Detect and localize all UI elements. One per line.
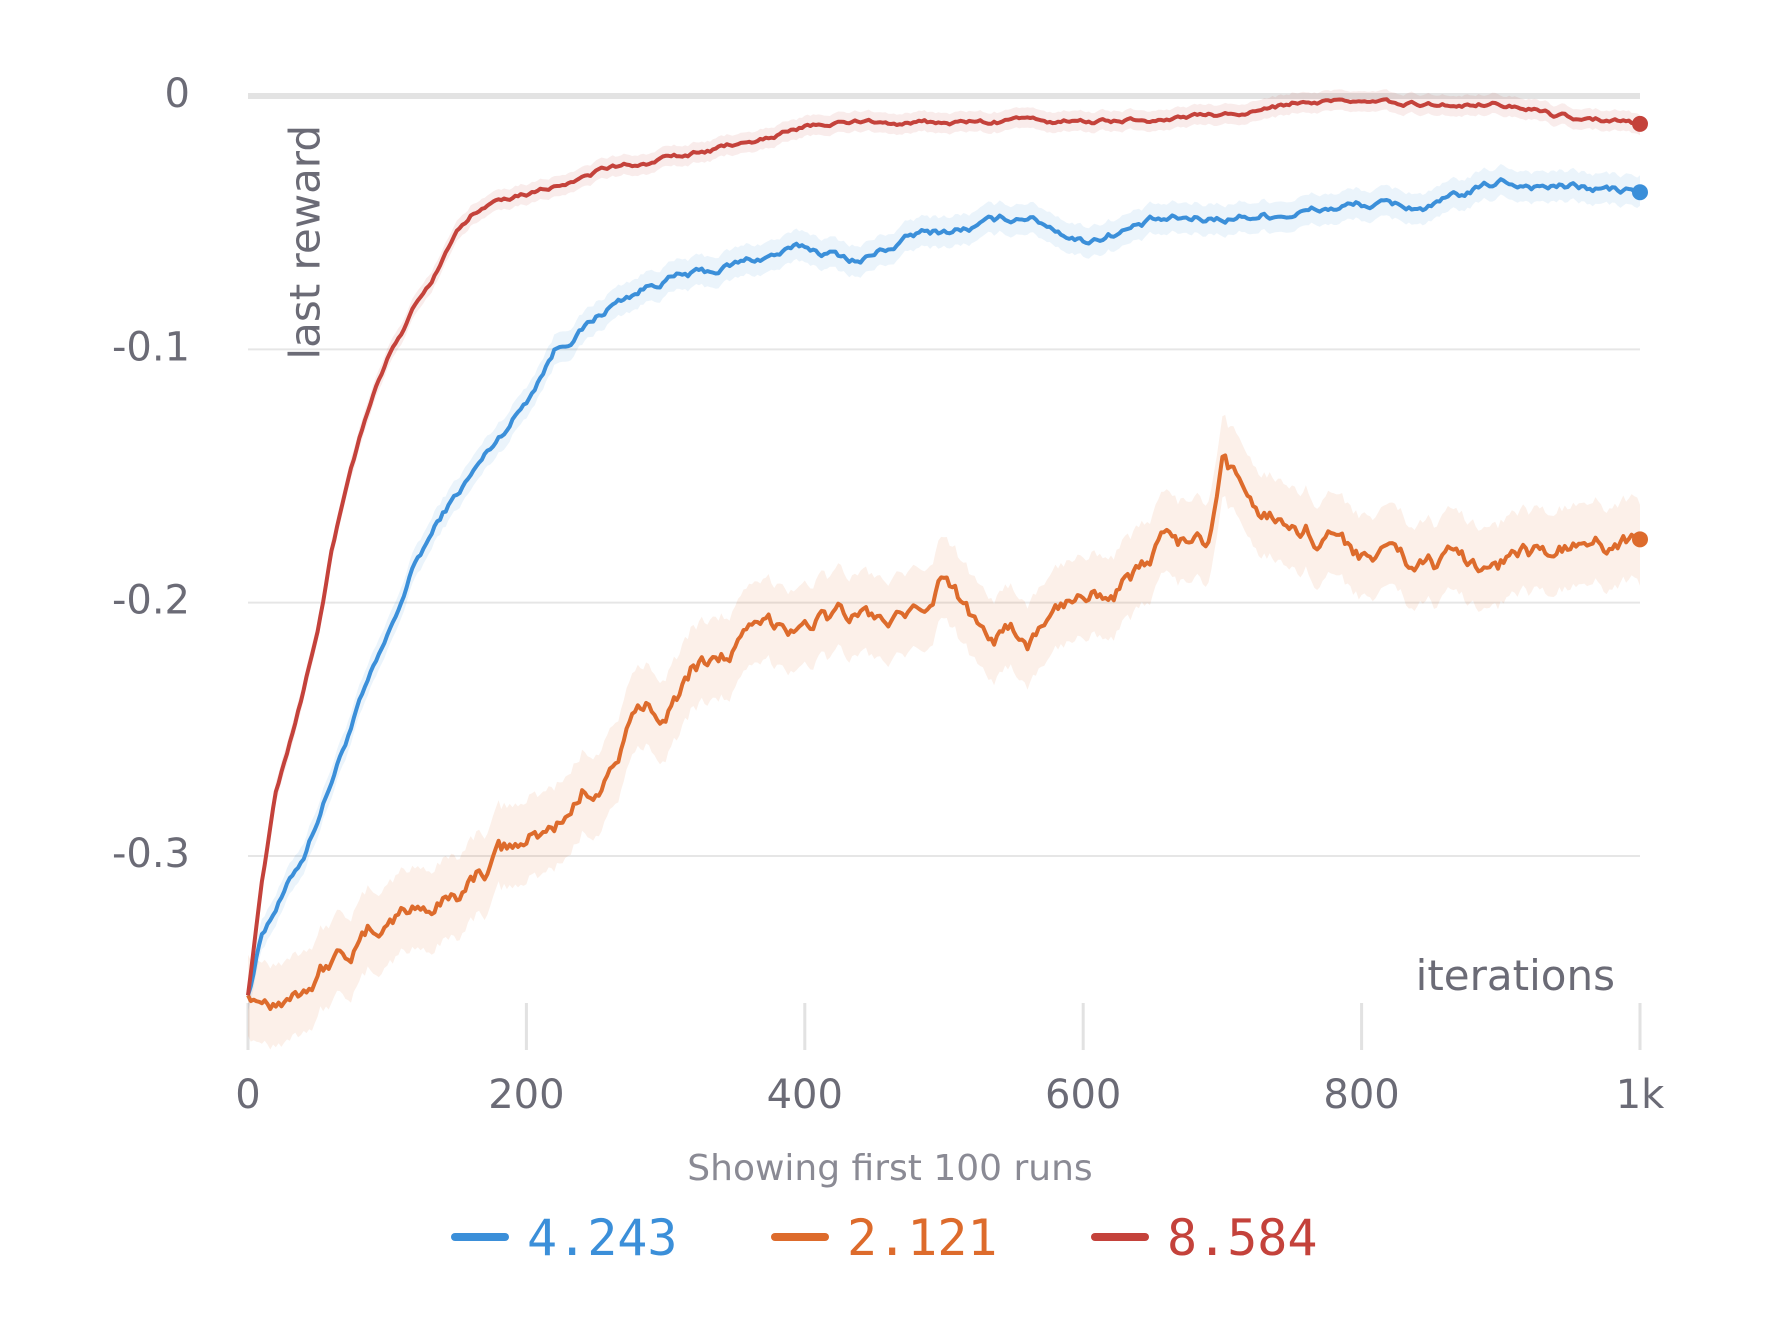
x-tick-label: 1k (1616, 1072, 1665, 1118)
x-tick-label: 800 (1323, 1072, 1399, 1118)
series-end-point (1632, 184, 1648, 201)
x-tick-label: 600 (1045, 1072, 1121, 1118)
x-tick-label: 0 (235, 1072, 260, 1118)
series-end-point (1632, 531, 1648, 548)
legend-label: 8.584 (1167, 1209, 1318, 1267)
y-axis-title: last reward (281, 125, 330, 360)
legend-label: 4.243 (527, 1209, 678, 1267)
y-tick-label: -0.3 (112, 831, 190, 877)
y-tick-label: 0 (165, 71, 190, 117)
legend: 4.243 2.121 8.584 (451, 1209, 1318, 1267)
series-band-2.121 (248, 414, 1640, 1050)
runs-note: Showing first 100 runs (687, 1148, 1092, 1189)
y-tick-label: -0.2 (112, 578, 190, 624)
confidence-bands (248, 89, 1640, 1050)
series-lines (246, 97, 1648, 1011)
x-tick-label: 200 (488, 1072, 564, 1118)
series-end-point (1632, 115, 1648, 132)
grid (246, 93, 1642, 1050)
series-line-8.584 (246, 97, 1642, 996)
series-line-4.243 (246, 177, 1642, 996)
axis-ticks: 0 -0.1 -0.2 -0.3 0 200 400 600 800 1k (112, 71, 1665, 1118)
x-tick-label: 400 (767, 1072, 843, 1118)
y-tick-label: -0.1 (112, 324, 190, 370)
series-line-2.121 (246, 453, 1642, 1011)
x-axis-title: iterations (1416, 951, 1615, 1000)
legend-label: 2.121 (847, 1209, 998, 1267)
